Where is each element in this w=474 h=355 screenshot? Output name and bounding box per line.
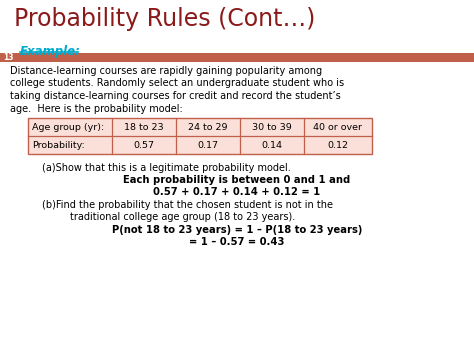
Text: 30 to 39: 30 to 39: [252, 122, 292, 131]
Text: 0.12: 0.12: [328, 141, 348, 149]
Text: age.  Here is the probability model:: age. Here is the probability model:: [10, 104, 183, 114]
Text: 0.57: 0.57: [134, 141, 155, 149]
Text: 18 to 23: 18 to 23: [124, 122, 164, 131]
Text: Each probability is between 0 and 1 and: Each probability is between 0 and 1 and: [123, 175, 351, 185]
Text: 0.17: 0.17: [198, 141, 219, 149]
Text: (a)Show that this is a legitimate probability model.: (a)Show that this is a legitimate probab…: [42, 163, 291, 173]
Text: Probability Rules (Cont…): Probability Rules (Cont…): [14, 7, 315, 31]
Text: 13: 13: [3, 53, 13, 62]
Text: Age group (yr):: Age group (yr):: [32, 122, 104, 131]
Text: college students. Randomly select an undergraduate student who is: college students. Randomly select an und…: [10, 78, 344, 88]
Text: 40 or over: 40 or over: [313, 122, 363, 131]
Text: = 1 – 0.57 = 0.43: = 1 – 0.57 = 0.43: [189, 237, 285, 247]
Text: 0.57 + 0.17 + 0.14 + 0.12 = 1: 0.57 + 0.17 + 0.14 + 0.12 = 1: [154, 187, 320, 197]
Text: P(not 18 to 23 years) = 1 – P(18 to 23 years): P(not 18 to 23 years) = 1 – P(18 to 23 y…: [112, 225, 362, 235]
Bar: [28, 118, 372, 154]
Text: 0.14: 0.14: [262, 141, 283, 149]
Text: (b)Find the probability that the chosen student is not in the: (b)Find the probability that the chosen …: [42, 200, 333, 210]
Text: Probability:: Probability:: [32, 141, 85, 149]
Text: traditional college age group (18 to 23 years).: traditional college age group (18 to 23 …: [70, 212, 295, 222]
Text: Distance-learning courses are rapidly gaining popularity among: Distance-learning courses are rapidly ga…: [10, 66, 322, 76]
Text: 24 to 29: 24 to 29: [188, 122, 228, 131]
Bar: [0, 53, 474, 62]
Text: taking distance-learning courses for credit and record the student’s: taking distance-learning courses for cre…: [10, 91, 341, 101]
Text: Example:: Example:: [20, 45, 81, 58]
